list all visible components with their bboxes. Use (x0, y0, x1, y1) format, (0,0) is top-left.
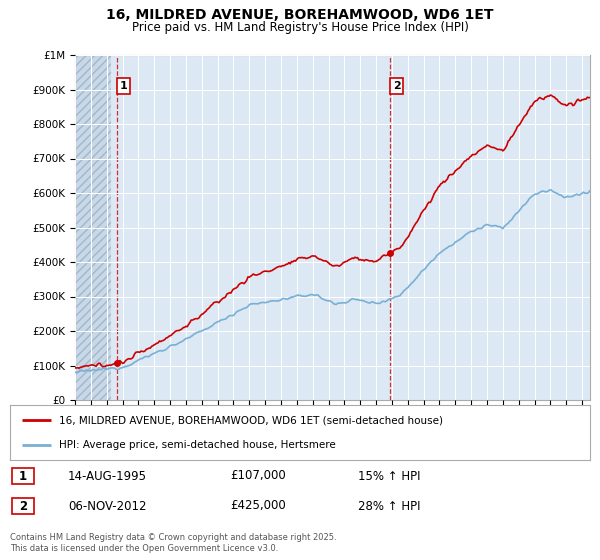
Text: 16, MILDRED AVENUE, BOREHAMWOOD, WD6 1ET (semi-detached house): 16, MILDRED AVENUE, BOREHAMWOOD, WD6 1ET… (59, 416, 443, 426)
Text: 2: 2 (19, 500, 27, 512)
Text: Contains HM Land Registry data © Crown copyright and database right 2025.
This d: Contains HM Land Registry data © Crown c… (10, 533, 337, 553)
Bar (12, 468, 34, 484)
Text: 16, MILDRED AVENUE, BOREHAMWOOD, WD6 1ET: 16, MILDRED AVENUE, BOREHAMWOOD, WD6 1ET (106, 8, 494, 22)
Text: 15% ↑ HPI: 15% ↑ HPI (358, 469, 421, 483)
Bar (12, 498, 34, 514)
Text: Price paid vs. HM Land Registry's House Price Index (HPI): Price paid vs. HM Land Registry's House … (131, 21, 469, 34)
Text: 2: 2 (393, 81, 400, 91)
Text: £425,000: £425,000 (230, 500, 286, 512)
Text: £107,000: £107,000 (230, 469, 286, 483)
Text: HPI: Average price, semi-detached house, Hertsmere: HPI: Average price, semi-detached house,… (59, 440, 336, 450)
Text: 06-NOV-2012: 06-NOV-2012 (68, 500, 146, 512)
Text: 1: 1 (119, 81, 127, 91)
Bar (75, 55, 112, 400)
Text: 14-AUG-1995: 14-AUG-1995 (68, 469, 147, 483)
Text: 1: 1 (19, 469, 27, 483)
Text: 28% ↑ HPI: 28% ↑ HPI (358, 500, 421, 512)
